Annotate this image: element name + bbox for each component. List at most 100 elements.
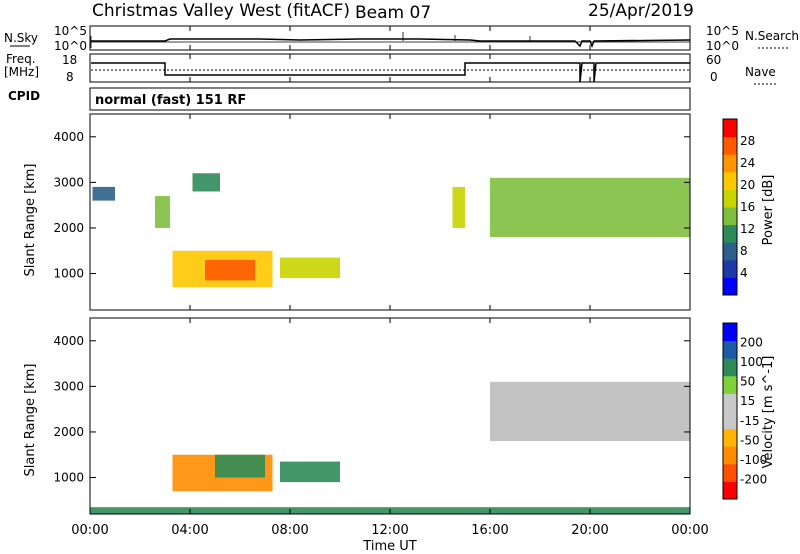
power-colorbar-label: Power [dB]	[761, 175, 776, 246]
colorbar-segment	[723, 224, 737, 243]
data-patch	[490, 177, 690, 238]
x-tick-label: 00:00	[671, 523, 708, 538]
data-patch	[280, 461, 340, 483]
velocity-yticks: 1000 2000 3000 4000	[53, 334, 690, 485]
x-tick-label: 20:00	[571, 523, 608, 538]
freq-left-label-2: [MHz]	[4, 65, 39, 79]
freq-right-tick-top: 60	[706, 53, 721, 67]
freq-left-tick-top: 18	[62, 53, 77, 67]
x-tick-label: 08:00	[271, 523, 308, 538]
x-tick-label: 12:00	[371, 523, 408, 538]
colorbar-segment	[723, 446, 737, 465]
cpid-label: CPID	[8, 89, 40, 103]
y-tick-label: 3000	[53, 379, 84, 393]
colorbar-segment	[723, 119, 737, 138]
colorbar-tick-label: -200	[740, 472, 767, 486]
colorbar-tick-label: -15	[740, 414, 760, 428]
colorbar-tick-label: 15	[740, 394, 755, 408]
date-label: 25/Apr/2019	[588, 1, 694, 21]
colorbar-segment	[723, 207, 737, 226]
velocity-panel: 1000 2000 3000 4000 Slant Range [km] -200 -1…	[23, 317, 776, 515]
data-patch	[92, 186, 115, 201]
colorbar-segment	[723, 154, 737, 173]
velocity-colorbar: -200 -100 -50 -15 15 50 100 200	[722, 322, 767, 500]
colorbar-segment	[723, 259, 737, 278]
colorbar-segment	[723, 277, 737, 296]
x-tick-label: 16:00	[471, 523, 508, 538]
noise-left-tick-top: 10^5	[54, 24, 87, 38]
nave-label: Nave	[745, 65, 776, 79]
beam-label: Beam 07	[355, 3, 431, 23]
x-tick-label: 00:00	[71, 523, 108, 538]
colorbar-tick-label: 12	[740, 222, 755, 236]
colorbar-tick-label: 28	[740, 134, 755, 148]
x-axis: 00:00 04:00 08:00 12:00 16:00 20:00 00:00	[71, 26, 709, 538]
colorbar-segment	[723, 428, 737, 447]
noise-right-tick-bottom: 10^0	[706, 39, 739, 53]
cpid-box	[89, 87, 691, 111]
velocity-ylabel: Slant Range [km]	[23, 364, 38, 477]
colorbar-segment	[723, 358, 737, 377]
power-colorbar: 4 8 12 16 20 24 28	[722, 118, 755, 296]
colorbar-segment	[723, 375, 737, 394]
colorbar-tick-label: 16	[740, 200, 755, 214]
y-tick-label: 3000	[53, 175, 84, 189]
colorbar-tick-label: -50	[740, 433, 760, 447]
colorbar-segment	[723, 340, 737, 359]
colorbar-segment	[723, 393, 737, 412]
noise-sky-trace	[91, 38, 691, 49]
freq-right-tick-bottom: 0	[710, 70, 718, 84]
data-patch	[452, 186, 465, 228]
noise-panel: N.Sky 10^5 10^0 10^5 10^0 N.Search	[4, 24, 799, 53]
colorbar-segment	[723, 136, 737, 155]
x-axis-label: Time UT	[362, 539, 416, 554]
data-patch	[490, 381, 690, 442]
colorbar-segment	[723, 242, 737, 261]
y-tick-label: 2000	[53, 425, 84, 439]
colorbar-tick-label: 8	[740, 244, 748, 258]
noise-left-tick-bottom: 10^0	[54, 39, 87, 53]
freq-trace	[91, 62, 690, 83]
colorbar-segment	[723, 189, 737, 208]
radar-title: Christmas Valley West (fitACF)	[92, 1, 350, 21]
freq-left-tick-bottom: 8	[66, 70, 74, 84]
data-patch	[205, 259, 255, 281]
freq-left-label-1: Freq.	[6, 52, 36, 66]
colorbar-frame	[722, 118, 738, 296]
power-yticks: 1000 2000 3000 4000	[53, 130, 690, 281]
colorbar-tick-label: 200	[740, 336, 763, 350]
colorbar-segment	[723, 323, 737, 342]
noise-search-trace	[90, 32, 690, 48]
colorbar-tick-label: -100	[740, 453, 767, 467]
x-tick-label: 04:00	[171, 523, 208, 538]
data-patch	[192, 173, 220, 192]
y-tick-label: 2000	[53, 221, 84, 235]
data-patch	[280, 257, 340, 279]
y-tick-label: 1000	[53, 267, 84, 281]
power-marks	[92, 173, 690, 288]
y-tick-label: 4000	[53, 334, 84, 348]
colorbar-tick-label: 24	[740, 156, 755, 170]
data-patch	[215, 454, 265, 478]
data-patch	[155, 196, 170, 228]
y-tick-label: 4000	[53, 130, 84, 144]
velocity-colorbar-label: Velocity [m s^-1]	[761, 356, 776, 469]
noise-right-label: N.Search	[745, 29, 799, 43]
velocity-marks	[90, 381, 690, 514]
colorbar-segment	[723, 171, 737, 190]
power-panel: 1000 2000 3000 4000 Slant Range [km] 4 8 12 16…	[23, 113, 776, 311]
noise-right-tick-top: 10^5	[706, 24, 739, 38]
y-tick-label: 1000	[53, 471, 84, 485]
colorbar-frame	[722, 322, 738, 500]
cpid-program: normal (fast) 151 RF	[95, 93, 246, 108]
colorbar-tick-label: 4	[740, 266, 748, 280]
colorbar-tick-label: 20	[740, 178, 755, 192]
power-ylabel: Slant Range [km]	[23, 164, 38, 277]
colorbar-tick-label: 50	[740, 375, 755, 389]
colorbar-segment	[723, 481, 737, 500]
noise-left-label: N.Sky	[4, 31, 38, 45]
colorbar-tick-label: 100	[740, 355, 763, 369]
colorbar-segment	[723, 463, 737, 482]
colorbar-segment	[723, 411, 737, 430]
